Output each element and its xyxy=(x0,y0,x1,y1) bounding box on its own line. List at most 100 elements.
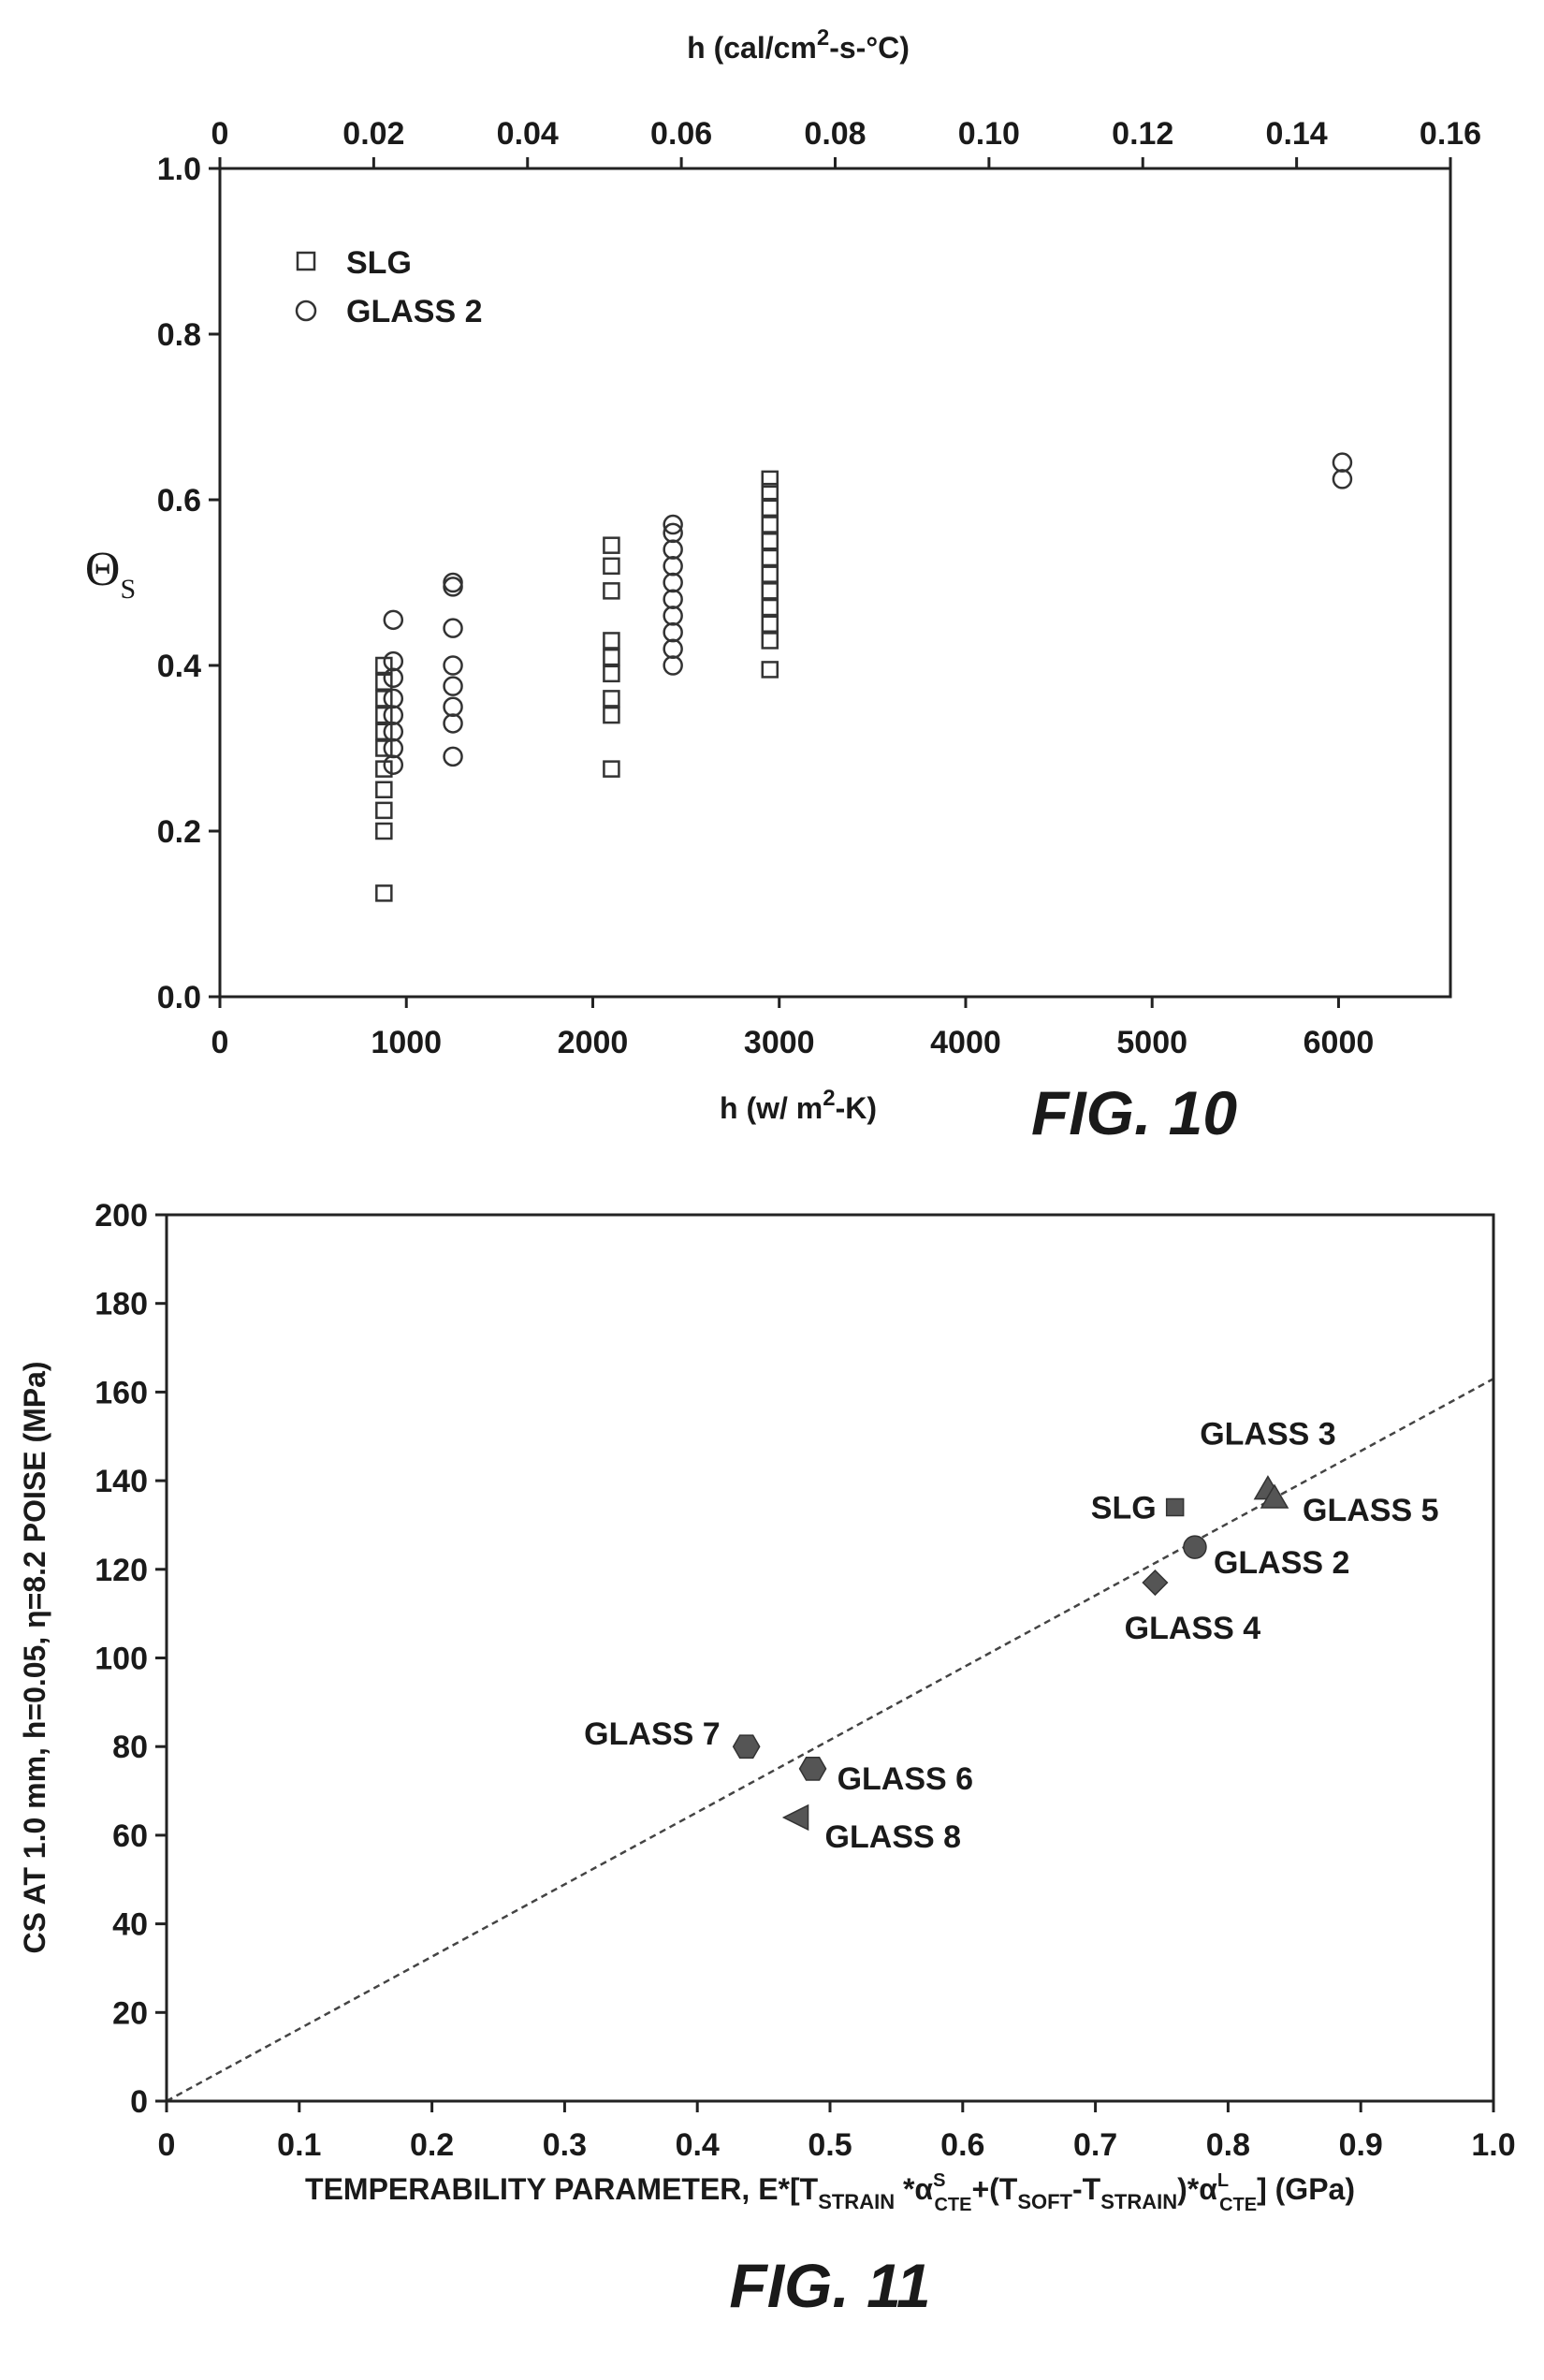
fig11-y-tick-label: 60 xyxy=(112,1818,148,1854)
glass-2-data-point xyxy=(383,688,404,709)
glass-2-data-point xyxy=(663,522,683,544)
legend-label-slg: SLG xyxy=(346,245,412,281)
glass-2-data-point xyxy=(383,667,404,689)
glass-2-data-point xyxy=(443,577,463,597)
fig10-y-tick-label: 1.0 xyxy=(157,152,201,187)
fig10-y-axis-title: ΘS xyxy=(85,543,136,605)
fig11-y-tick-label: 180 xyxy=(95,1287,148,1322)
fig10-x-tick-label: 0 xyxy=(211,1025,229,1060)
fig11-y-axis-title: CS AT 1.0 mm, h=0.05, η=8.2 POISE (MPa) xyxy=(18,1361,51,1953)
fig11-x-tick-label: 0.7 xyxy=(1073,2127,1117,2163)
slg-data-point xyxy=(603,664,620,683)
fig10-x-tick-label: 2000 xyxy=(558,1025,629,1060)
fig10-top-tick-label: 0.16 xyxy=(1420,116,1481,152)
glass-7-marker xyxy=(732,1734,761,1759)
glass-2-data-point xyxy=(383,722,404,742)
glass-2-data-point xyxy=(443,746,463,767)
glass-2-data-point xyxy=(443,618,463,638)
slg-data-point xyxy=(761,470,779,489)
fig11-y-tick-label: 200 xyxy=(95,1198,148,1234)
slg-data-point xyxy=(761,482,779,501)
fig11-x-tick-label: 0.8 xyxy=(1206,2127,1250,2163)
glass-2-data-point xyxy=(383,650,404,672)
fig11-y-tick-label: 80 xyxy=(112,1730,148,1765)
slg-marker xyxy=(1165,1497,1185,1517)
slg-data-point xyxy=(375,690,393,708)
fig10-y-tick-label: 0.2 xyxy=(157,814,201,850)
glass-8-label: GLASS 8 xyxy=(825,1819,961,1855)
fig11-x-tick-label: 1.0 xyxy=(1471,2127,1515,2163)
slg-data-point xyxy=(375,822,393,840)
fig11-figure-label: FIG. 11 xyxy=(729,2251,930,2320)
fig11-y-tick-label: 120 xyxy=(95,1553,148,1588)
fig11-y-tick-label: 100 xyxy=(95,1642,148,1677)
fig10-x-axis-title: h (w/ m2-K) xyxy=(720,1086,877,1125)
glass-4-marker xyxy=(1142,1569,1169,1597)
slg-data-point xyxy=(375,781,393,798)
glass-5-marker xyxy=(1260,1483,1289,1509)
fig10-top-tick-label: 0.08 xyxy=(804,116,866,152)
glass-2-data-point xyxy=(663,572,683,593)
fig11-x-tick-label: 0.5 xyxy=(808,2127,852,2163)
slg-data-point xyxy=(603,557,620,576)
fig10-top-tick-label: 0.12 xyxy=(1112,116,1173,152)
glass-2-data-point xyxy=(443,655,463,676)
fig10-top-tick-label: 0.02 xyxy=(342,116,404,152)
fig11-x-tick-label: 0.2 xyxy=(410,2127,454,2163)
fig10-top-axis-title: h (cal/cm2-s-°C) xyxy=(687,25,910,65)
fig10-chart: h (cal/cm2-s-°C) 0 0.02 0.04 0.06 0.08 0.10 0.… xyxy=(85,25,1481,1147)
glass-2-data-point xyxy=(663,556,683,577)
fig10-y-tick-label: 0.4 xyxy=(157,649,201,684)
fig10-x-tick-label: 6000 xyxy=(1304,1025,1375,1060)
fig11-y-tick-label: 140 xyxy=(95,1464,148,1499)
fig11-x-tick-label: 0 xyxy=(158,2127,176,2163)
slg-data-point xyxy=(761,632,779,650)
glass-2-data-point xyxy=(383,609,404,631)
fig11-x-tick-label: 0.9 xyxy=(1339,2127,1383,2163)
slg-data-point xyxy=(603,706,620,724)
fig11-x-axis-title: TEMPERABILITY PARAMETER, E*[TSTRAIN *αS C… xyxy=(305,2170,1355,2215)
fig10-legend: SLG GLASS 2 xyxy=(295,245,482,329)
glass-6-marker xyxy=(798,1757,827,1781)
fig10-top-tick-label: 0.14 xyxy=(1266,116,1328,152)
glass-2-data-point xyxy=(663,514,683,535)
slg-data-point xyxy=(761,499,779,518)
legend-circle-marker xyxy=(295,299,317,322)
glass-2-data-point xyxy=(1332,469,1353,489)
slg-data-point xyxy=(761,565,779,583)
slg-label: SLG xyxy=(1091,1491,1157,1526)
fig11-y-tick-label: 0 xyxy=(130,2084,148,2120)
fig10-x-tick-label: 4000 xyxy=(930,1025,1001,1060)
glass-4-label: GLASS 4 xyxy=(1125,1611,1261,1646)
fig10-top-tick-label: 0.06 xyxy=(650,116,712,152)
slg-data-point xyxy=(761,582,779,600)
slg-data-point xyxy=(603,582,620,600)
glass-2-data-point xyxy=(383,705,404,725)
fig11-plot-frame xyxy=(165,1213,1495,2103)
slg-data-point xyxy=(603,648,620,666)
fig10-x-tick-label: 3000 xyxy=(744,1025,815,1060)
fig11-x-tick-label: 0.4 xyxy=(676,2127,720,2163)
slg-data-point xyxy=(375,706,393,724)
slg-data-point xyxy=(761,598,779,617)
glass-7-label: GLASS 7 xyxy=(584,1716,720,1752)
glass-2-data-point xyxy=(1332,452,1353,473)
fig11-x-tick-label: 0.6 xyxy=(940,2127,984,2163)
fig11-x-tick-label: 0.3 xyxy=(543,2127,587,2163)
legend-label-glass-2: GLASS 2 xyxy=(346,294,482,329)
fig10-y-tick-label: 0.8 xyxy=(157,317,201,353)
fig11-x-tick-label: 0.1 xyxy=(277,2127,321,2163)
slg-data-point xyxy=(761,661,779,679)
glass-8-marker xyxy=(781,1803,809,1832)
fig11-y-tick-label: 40 xyxy=(112,1907,148,1943)
slg-data-point xyxy=(761,533,779,550)
slg-data-point xyxy=(375,723,393,741)
slg-data-point xyxy=(603,690,620,708)
fig10-figure-label: FIG. 10 xyxy=(1031,1078,1237,1147)
legend-square-marker xyxy=(296,251,316,271)
glass-2-data-point xyxy=(443,676,463,696)
glass-2-label: GLASS 2 xyxy=(1214,1545,1349,1581)
slg-data-point xyxy=(761,548,779,567)
fig11-trendline xyxy=(166,1378,1494,2103)
